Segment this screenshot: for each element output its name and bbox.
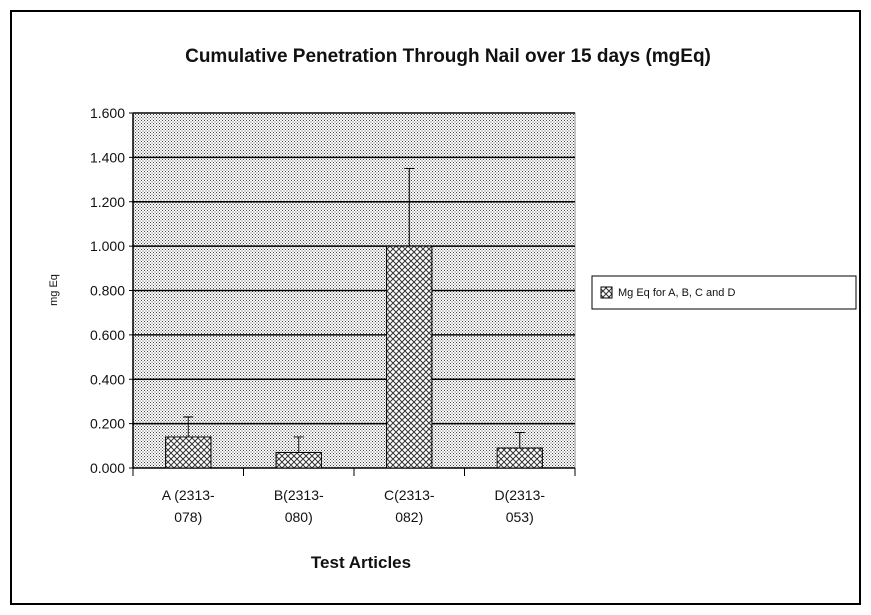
chart-title: Cumulative Penetration Through Nail over…: [185, 46, 711, 67]
y-tick-label: 0.600: [90, 327, 125, 343]
legend-label: Mg Eq for A, B, C and D: [618, 287, 735, 299]
y-tick-label: 0.800: [90, 283, 125, 299]
bar: [387, 246, 432, 468]
y-tick-label: 1.400: [90, 149, 125, 165]
bar: [276, 452, 321, 468]
legend: Mg Eq for A, B, C and D: [592, 276, 856, 309]
y-tick-label: 0.000: [90, 460, 125, 476]
x-tick-label: B(2313-080): [274, 487, 324, 525]
bar: [497, 448, 542, 468]
bar: [166, 437, 211, 468]
y-tick-label: 1.200: [90, 194, 125, 210]
y-tick-label: 1.000: [90, 238, 125, 254]
x-axis-ticks: A (2313-078) B(2313-080) C(2313-082) D(2313…: [133, 468, 575, 525]
legend-swatch: [601, 287, 612, 298]
x-tick-label: D(2313-053): [494, 487, 545, 525]
y-tick-label: 1.600: [90, 105, 125, 121]
x-tick-label: A (2313-078): [162, 487, 215, 525]
y-axis-ticks: 0.000 0.200 0.400 0.600 0.800 1.000 1.200 1.400…: [90, 105, 133, 476]
x-tick-label: C(2313-082): [384, 487, 435, 525]
y-tick-label: 0.400: [90, 371, 125, 387]
y-axis-label: mg Eq: [48, 274, 60, 306]
y-tick-label: 0.200: [90, 416, 125, 432]
x-axis-label: Test Articles: [311, 553, 411, 572]
